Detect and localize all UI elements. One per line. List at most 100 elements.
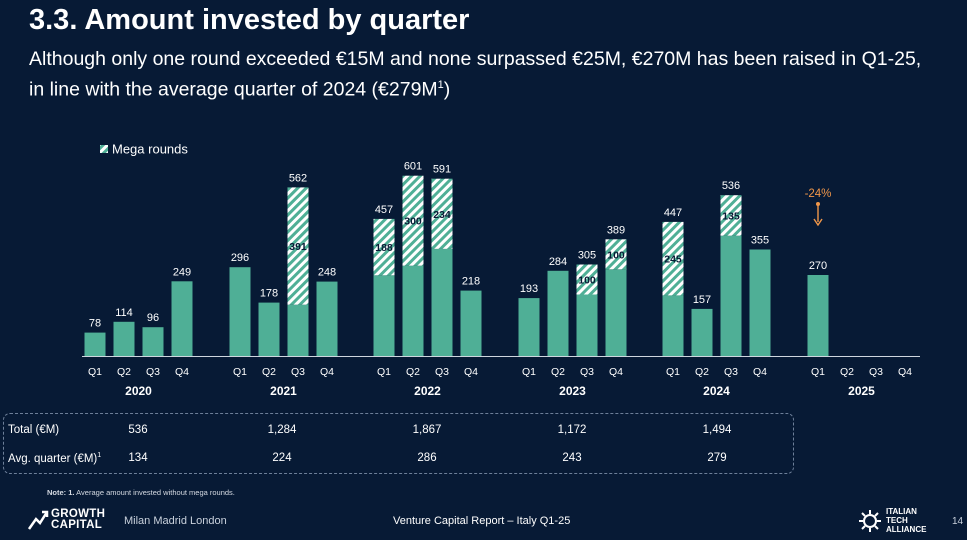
x-tick-label: Q1: [377, 366, 391, 378]
bar-base: [373, 275, 395, 356]
summary-avg-value: 134: [128, 452, 148, 464]
mega-round-value-label: 234: [433, 209, 451, 221]
summary-avg-footnote-marker: 1: [97, 452, 102, 459]
x-tick-label: Q1: [811, 366, 825, 378]
subtitle-footnote-marker: 1: [437, 79, 444, 91]
mega-round-value-label: 135: [722, 210, 740, 222]
bar-base: [171, 281, 193, 356]
footnote: Note: 1. Average amount invested without…: [47, 488, 235, 497]
bar-total-label: 284: [549, 256, 567, 268]
bar-base: [691, 308, 713, 356]
year-label: 2023: [559, 384, 586, 398]
x-tick-label: Q3: [291, 366, 305, 378]
summary-avg-value: 286: [417, 452, 437, 464]
bar-base: [229, 267, 251, 356]
logo-line-2: CAPITAL: [51, 519, 103, 531]
bar-total-label: 218: [462, 276, 480, 288]
summary-avg-label-text: Avg. quarter (€M): [8, 452, 98, 465]
x-tick-label: Q1: [522, 366, 536, 378]
summary-total-value: 536: [128, 424, 148, 436]
bar-total-label: 562: [289, 172, 307, 184]
bar-mega-round: [662, 221, 684, 296]
x-tick-label: Q3: [869, 366, 883, 378]
summary-avg-value: 224: [272, 452, 292, 464]
x-tick-label: Q4: [175, 366, 189, 378]
summary-avg-value: 279: [707, 452, 727, 464]
x-tick-label: Q1: [88, 366, 102, 378]
x-tick-label: Q4: [464, 366, 478, 378]
bar-total-label: 78: [89, 318, 101, 330]
x-tick-label: Q3: [146, 366, 160, 378]
legend-label-mega-rounds: Mega rounds: [112, 142, 188, 157]
bar-base: [460, 290, 482, 356]
mega-round-value-label: 300: [404, 216, 422, 228]
summary-total-value: 1,867: [412, 424, 442, 436]
x-tick-label: Q2: [695, 366, 709, 378]
x-tick-label: Q2: [840, 366, 854, 378]
bar-total-label: 305: [578, 250, 596, 262]
bar-base: [316, 281, 338, 356]
bar-base: [84, 332, 106, 356]
legend-swatch-mega-rounds: [100, 145, 108, 153]
invested-by-quarter-chart: Mega rounds Q1 78 Q2 114 Q3 96 Q4 249 2020 Q1 296 Q…: [82, 142, 920, 398]
bar-total-label: 355: [751, 235, 769, 247]
mega-round-value-label: 100: [607, 249, 625, 261]
bar-total-label: 601: [404, 161, 422, 173]
year-label: 2020: [125, 384, 152, 398]
bar-base: [720, 235, 742, 356]
x-tick-label: Q3: [580, 366, 594, 378]
italian-tech-alliance-text: ITALIAN TECH ALLIANCE: [886, 507, 926, 534]
x-tick-label: Q4: [898, 366, 912, 378]
bar-mega-round: [720, 195, 742, 236]
summary-total-value: 1,284: [267, 424, 297, 436]
bar-total-label: 248: [318, 267, 336, 279]
bar-mega-round: [402, 175, 424, 266]
x-tick-label: Q2: [551, 366, 565, 378]
x-tick-label: Q2: [406, 366, 420, 378]
bar-base: [807, 275, 829, 356]
bar-total-label: 296: [231, 252, 249, 264]
bar-total-label: 270: [809, 260, 827, 272]
bar-total-label: 114: [115, 307, 133, 319]
annotation-arrow-head: [813, 218, 823, 227]
year-label: 2025: [848, 384, 875, 398]
bar-base: [258, 302, 280, 356]
growth-capital-logo-text: GROWTH CAPITAL: [51, 508, 106, 531]
bar-base: [749, 249, 771, 356]
bar-base: [605, 269, 627, 356]
bar-total-label: 447: [664, 207, 682, 219]
summary-total-value: 1,172: [557, 424, 587, 436]
x-tick-label: Q4: [753, 366, 767, 378]
page-title: 3.3. Amount invested by quarter: [29, 4, 470, 36]
x-tick-label: Q4: [609, 366, 623, 378]
footnote-text: Average amount invested without mega rou…: [74, 488, 235, 497]
footnote-label: Note: 1.: [47, 488, 75, 497]
bar-total-label: 457: [375, 204, 393, 216]
year-label: 2024: [703, 384, 730, 398]
italian-tech-alliance-logo-icon: [859, 510, 881, 532]
office-cities: Milan Madrid London: [124, 515, 227, 527]
bar-total-label: 591: [433, 164, 451, 176]
logo-line-1: GROWTH: [51, 508, 106, 520]
summary-avg-value: 243: [562, 452, 582, 464]
mega-round-value-label: 188: [375, 242, 393, 254]
summary-total-label: Total (€M): [8, 424, 60, 436]
bar-total-label: 249: [173, 266, 191, 278]
summary-total-value: 1,494: [702, 424, 732, 436]
bar-total-label: 193: [520, 283, 538, 295]
bar-mega-round: [605, 239, 627, 270]
page-subtitle: Although only one round exceeded €15M an…: [29, 46, 929, 103]
bar-base: [547, 270, 569, 356]
x-tick-label: Q3: [435, 366, 449, 378]
bar-base: [402, 265, 424, 356]
bar-mega-round: [431, 178, 453, 249]
mega-round-value-label: 245: [664, 254, 682, 266]
bar-base: [142, 327, 164, 356]
bar-mega-round: [373, 218, 395, 276]
ita-line-3: ALLIANCE: [886, 525, 927, 534]
mega-round-value-label: 391: [289, 241, 307, 253]
x-tick-label: Q3: [724, 366, 738, 378]
bar-base: [662, 295, 684, 356]
ita-line-1: ITALIAN: [886, 507, 917, 516]
summary-table: [3, 413, 794, 474]
